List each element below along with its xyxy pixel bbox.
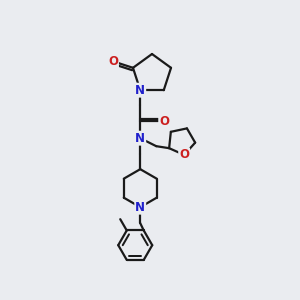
Text: O: O — [179, 148, 189, 161]
Text: O: O — [108, 55, 118, 68]
Text: O: O — [159, 115, 169, 128]
Text: N: N — [135, 201, 145, 214]
Text: N: N — [135, 84, 145, 97]
Text: N: N — [135, 132, 145, 145]
